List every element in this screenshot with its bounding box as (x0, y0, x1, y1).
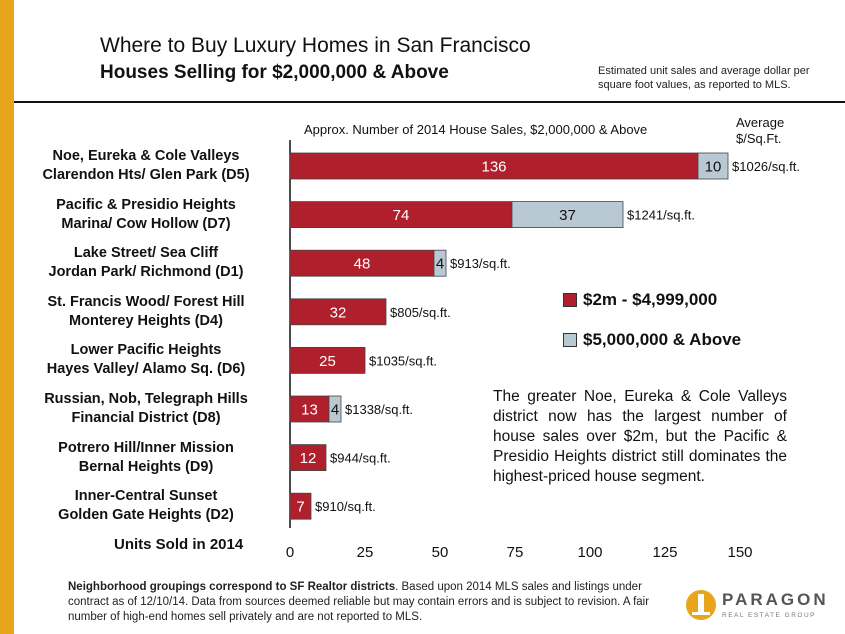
category-line-1: Lower Pacific Heights (70, 342, 222, 359)
bar-value-label: 4 (331, 402, 339, 419)
category-line-1: Russian, Nob, Telegraph Hills (44, 391, 248, 407)
bar-segment (433, 249, 447, 277)
category-label: Lake Street/ Sea Cliff Jordan Park/ Richm… (16, 244, 276, 282)
category-label: Lower Pacific Heights Hayes Valley/ Alamo… (16, 341, 276, 379)
legend-swatch-red (563, 293, 577, 307)
category-label: Inner-Central Sunset Golden Gate Heights … (16, 487, 276, 525)
bar-value-label: 12 (300, 450, 317, 467)
header-divider (14, 101, 845, 103)
top-note: Estimated unit sales and average dollar … (598, 65, 810, 91)
legend-label: $2m - $4,999,000 (583, 290, 718, 309)
category-line-2: Monterey Heights (D4) (69, 312, 223, 329)
logo-mark-icon (686, 590, 716, 620)
category-label: St. Francis Wood/ Forest Hill Monterey He… (16, 293, 276, 331)
x-tick-label: 50 (432, 544, 449, 561)
category-line-1: Potrero Hill/Inner Mission (58, 439, 234, 456)
bar-segment (289, 249, 435, 277)
bar-segment (289, 201, 513, 229)
category-line-2: Hayes Valley/ Alamo Sq. (D6) (46, 361, 246, 378)
logo-name: PARAGON (722, 590, 829, 609)
logo-tagline: REAL ESTATE GROUP (722, 612, 817, 619)
annotation-text: The greater Noe, Eureka & Cole Valleys d… (493, 388, 787, 485)
bar-segment (289, 492, 312, 520)
legend-swatch-blue (563, 333, 577, 347)
bar-value-label: 4 (436, 256, 444, 273)
bar-value-label: 10 (705, 159, 722, 176)
category-line-2: Bernal Heights (D9) (78, 458, 214, 475)
bar-value-label: 25 (319, 353, 336, 370)
x-tick-label: 0 (286, 544, 294, 561)
chart-title: Where to Buy Luxury Homes in San Francis… (100, 34, 531, 57)
x-tick-label: 125 (652, 544, 677, 561)
paragon-logo: PARAGON REAL ESTATE GROUP (684, 588, 834, 624)
bar-segment (289, 152, 699, 180)
footer-rest: . Based upon 2014 MLS sales and listings… (68, 581, 650, 623)
bar-segment (328, 395, 342, 423)
category-line-2: Marina/ Cow Hollow (D7) (61, 215, 231, 232)
legend-item-2m-5m: $2m - $4,999,000 (563, 290, 717, 310)
bar-value-label: 32 (330, 304, 347, 321)
x-axis-label: Units Sold in 2014 (114, 536, 244, 553)
category-label: Noe, Eureka & Cole Valleys Clarendon Hts/… (16, 147, 276, 185)
legend-label: $5,000,000 & Above (583, 330, 742, 349)
x-tick-label: 25 (357, 544, 374, 561)
bar-segment (289, 444, 327, 472)
category-label: Pacific & Presidio Heights Marina/ Cow Ho… (16, 196, 276, 234)
x-tick-label: 100 (577, 544, 602, 561)
x-tick-label: 75 (507, 544, 524, 561)
x-tick-label: 150 (727, 544, 752, 561)
footer-note: Neighborhood groupings correspond to SF … (68, 580, 668, 625)
bar-segment (289, 346, 366, 374)
bar-value-label: 136 (481, 159, 506, 176)
price-per-sqft-label: $1035/sq.ft. (369, 353, 437, 368)
chart-subtitle: Houses Selling for $2,000,000 & Above (100, 62, 449, 83)
left-accent-stripe (0, 0, 14, 634)
category-line-1: Pacific & Presidio Heights (56, 196, 236, 213)
category-line-1: Noe, Eureka & Cole Valleys (52, 148, 240, 164)
bar-segment (511, 201, 624, 229)
bar-segment (697, 152, 729, 180)
category-line-2: Clarendon Hts/ Glen Park (D5) (42, 167, 250, 183)
price-per-sqft-label: $944/sq.ft. (330, 451, 391, 466)
bar-segment (289, 298, 387, 326)
bar-value-label: 13 (301, 402, 318, 419)
category-line-2: Jordan Park/ Richmond (D1) (48, 264, 244, 281)
bar-value-label: 7 (296, 499, 304, 516)
price-per-sqft-label: $913/sq.ft. (450, 256, 511, 271)
category-line-1: St. Francis Wood/ Forest Hill (47, 293, 245, 310)
avg-price-header: Average $/Sq.Ft. (736, 115, 785, 146)
category-line-2: Financial District (D8) (71, 410, 221, 426)
price-per-sqft-label: $1026/sq.ft. (732, 159, 800, 174)
axis-title: Approx. Number of 2014 House Sales, $2,0… (304, 122, 648, 137)
category-line-2: Golden Gate Heights (D2) (58, 507, 234, 524)
category-line-1: Inner-Central Sunset (74, 488, 218, 505)
bar-value-label: 48 (354, 256, 371, 273)
category-label: Potrero Hill/Inner Mission Bernal Heights… (16, 439, 276, 477)
bar-value-label: 37 (559, 207, 576, 224)
price-per-sqft-label: $805/sq.ft. (390, 305, 451, 320)
price-per-sqft-label: $910/sq.ft. (315, 499, 376, 514)
category-label: Russian, Nob, Telegraph Hills Financial D… (16, 390, 276, 428)
legend-item-5m-above: $5,000,000 & Above (563, 330, 741, 350)
bar-value-label: 74 (393, 207, 410, 224)
category-line-1: Lake Street/ Sea Cliff (73, 245, 219, 262)
price-per-sqft-label: $1241/sq.ft. (627, 208, 695, 223)
footer-bold: Neighborhood groupings correspond to SF … (68, 581, 396, 593)
price-per-sqft-label: $1338/sq.ft. (345, 402, 413, 417)
